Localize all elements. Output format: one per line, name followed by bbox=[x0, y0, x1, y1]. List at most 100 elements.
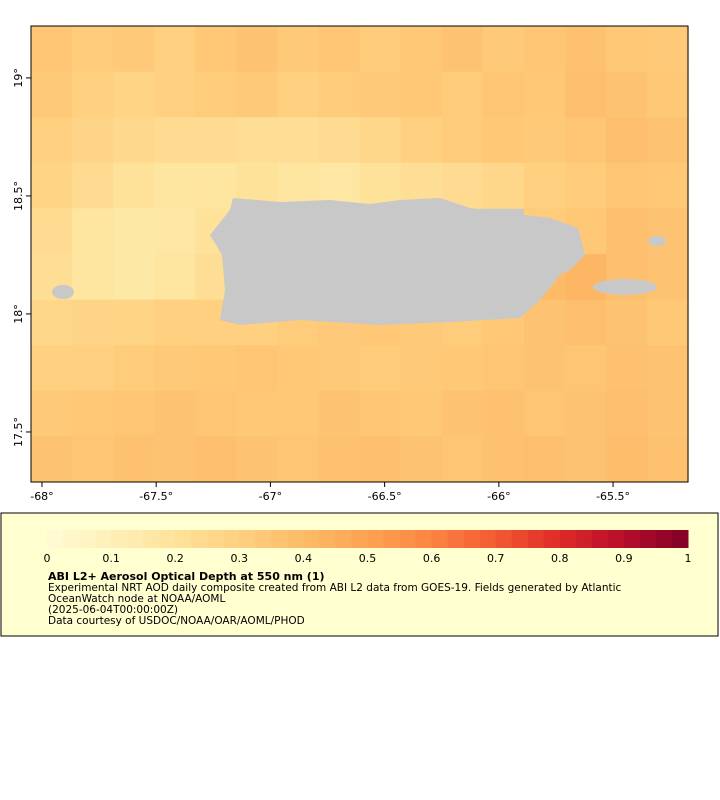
aod-cell bbox=[318, 26, 361, 73]
colorbar-swatch bbox=[591, 530, 609, 548]
aod-cell bbox=[606, 208, 648, 255]
aod-cell bbox=[72, 390, 114, 437]
aod-cell bbox=[400, 71, 443, 118]
aod-cell bbox=[31, 208, 73, 255]
colorbar-tick-label: 0.2 bbox=[166, 552, 184, 565]
aod-cell bbox=[154, 117, 196, 164]
aod-cell bbox=[195, 71, 237, 118]
aod-cell bbox=[564, 117, 607, 164]
aod-cell bbox=[195, 117, 237, 164]
aod-cell bbox=[606, 162, 648, 209]
colorbar-swatch bbox=[111, 530, 128, 548]
legend-text: Experimental NRT AOD daily composite cre… bbox=[48, 582, 622, 594]
aod-cell bbox=[72, 71, 114, 118]
aod-cell bbox=[524, 71, 566, 118]
aod-cell bbox=[564, 26, 607, 73]
aod-cell bbox=[72, 345, 114, 392]
aod-cell bbox=[524, 436, 566, 483]
aod-cell bbox=[606, 436, 648, 483]
aod-cell bbox=[277, 436, 320, 483]
aod-cell bbox=[359, 345, 402, 392]
aod-cell bbox=[277, 345, 320, 392]
aod-cell bbox=[524, 162, 566, 209]
aod-cell bbox=[359, 26, 402, 73]
y-tick-label: 19° bbox=[12, 68, 25, 88]
aod-cell bbox=[359, 117, 402, 164]
aod-cell bbox=[359, 390, 402, 437]
colorbar-tick-label: 0.3 bbox=[231, 552, 249, 565]
aod-cell bbox=[31, 26, 73, 73]
aod-cell bbox=[277, 117, 320, 164]
colorbar-swatch bbox=[479, 530, 497, 548]
aod-cell bbox=[441, 390, 484, 437]
aod-cell bbox=[236, 117, 278, 164]
aod-cell bbox=[482, 436, 525, 483]
aod-cell bbox=[31, 345, 73, 392]
aod-cell bbox=[154, 26, 196, 73]
aod-cell bbox=[564, 299, 607, 346]
aod-cell bbox=[72, 117, 114, 164]
aod-cell bbox=[400, 26, 443, 73]
colorbar-swatch bbox=[335, 530, 352, 548]
aod-cell bbox=[647, 117, 689, 164]
aod-cell bbox=[154, 208, 196, 255]
x-tick-label: -67° bbox=[259, 490, 282, 503]
aod-cell bbox=[524, 117, 566, 164]
plot-frame bbox=[30, 25, 689, 483]
aod-cell bbox=[606, 117, 648, 164]
aod-cell bbox=[236, 436, 278, 483]
colorbar-swatch bbox=[191, 530, 208, 548]
aod-cell bbox=[31, 162, 73, 209]
aod-cell bbox=[524, 345, 566, 392]
aod-cell bbox=[564, 390, 607, 437]
aod-cell bbox=[647, 162, 689, 209]
aod-cell bbox=[606, 299, 648, 346]
aod-cell bbox=[72, 254, 114, 301]
aod-cell bbox=[195, 390, 237, 437]
colorbar-swatch bbox=[527, 530, 545, 548]
y-tick-label: 18° bbox=[12, 304, 25, 324]
colorbar-swatch bbox=[399, 530, 417, 548]
vieques bbox=[593, 279, 657, 295]
colorbar-swatch bbox=[47, 530, 64, 548]
aod-cell bbox=[195, 345, 237, 392]
puerto-rico bbox=[210, 198, 585, 325]
aod-cell bbox=[195, 436, 237, 483]
aod-cell bbox=[72, 299, 114, 346]
colorbar-swatch bbox=[431, 530, 449, 548]
aod-cell bbox=[72, 208, 114, 255]
aod-cell bbox=[113, 345, 155, 392]
colorbar-swatch bbox=[415, 530, 433, 548]
aod-cell bbox=[441, 345, 484, 392]
aod-cell bbox=[154, 436, 196, 483]
colorbar-swatch bbox=[95, 530, 112, 548]
culebra bbox=[648, 236, 666, 246]
aod-cell bbox=[482, 162, 525, 209]
aod-cell bbox=[441, 117, 484, 164]
colorbar-swatch bbox=[175, 530, 192, 548]
aod-cell bbox=[113, 299, 155, 346]
aod-cell bbox=[31, 117, 73, 164]
colorbar-tick-label: 0.7 bbox=[487, 552, 505, 565]
aod-cell bbox=[154, 299, 196, 346]
colorbar-swatch bbox=[351, 530, 368, 548]
aod-cell bbox=[441, 436, 484, 483]
aod-cell bbox=[564, 71, 607, 118]
colorbar-tick-label: 0.9 bbox=[615, 552, 633, 565]
aod-cell bbox=[236, 26, 278, 73]
aod-cell bbox=[154, 390, 196, 437]
aod-cell bbox=[195, 162, 237, 209]
colorbar-swatch bbox=[79, 530, 96, 548]
colorbar-swatch bbox=[383, 530, 401, 548]
aod-cell bbox=[113, 390, 155, 437]
aod-cell bbox=[113, 254, 155, 301]
aod-cell bbox=[606, 345, 648, 392]
colorbar-swatch bbox=[367, 530, 385, 548]
legend-text: Data courtesy of USDOC/NOAA/OAR/AOML/PHO… bbox=[48, 615, 305, 627]
colorbar-swatch bbox=[655, 530, 673, 548]
aod-cell bbox=[482, 26, 525, 73]
x-tick-label: -68° bbox=[30, 490, 53, 503]
colorbar-tick-label: 0 bbox=[44, 552, 51, 565]
